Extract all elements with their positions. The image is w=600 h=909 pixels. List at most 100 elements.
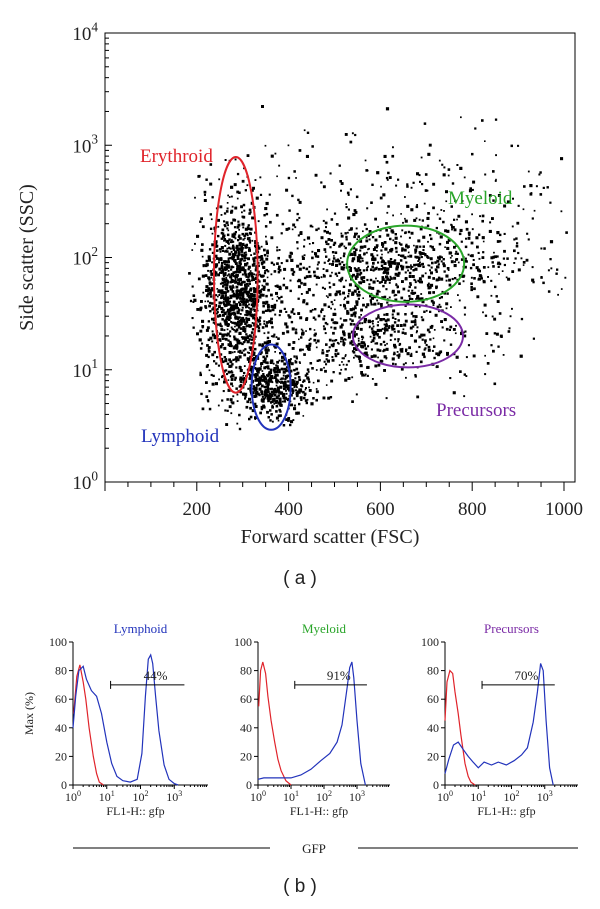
scatter-point (229, 398, 233, 402)
scatter-point (223, 334, 225, 337)
scatter-point (517, 144, 520, 147)
scatter-point (354, 315, 357, 318)
scatter-point (307, 370, 310, 373)
scatter-point (282, 392, 286, 396)
scatter-point (249, 348, 253, 351)
scatter-point (254, 416, 257, 420)
scatter-point (359, 239, 363, 243)
scatter-point (241, 336, 244, 338)
scatter-point (233, 253, 237, 257)
scatter-point (201, 319, 205, 323)
scatter-point (437, 276, 441, 279)
scatter-point (280, 295, 283, 298)
scatter-point (291, 347, 295, 350)
scatter-point (311, 145, 314, 148)
scatter-point (225, 369, 228, 372)
scatter-point (235, 338, 239, 342)
scatter-point (240, 269, 243, 272)
scatter-point (409, 254, 413, 258)
scatter-point (244, 336, 247, 339)
scatter-point (380, 185, 382, 188)
scatter-point (243, 272, 247, 275)
scatter-point (289, 404, 292, 407)
scatter-point (248, 248, 251, 252)
scatter-point (237, 252, 241, 256)
scatter-point (350, 340, 354, 343)
scatter-point (295, 394, 299, 398)
scatter-point (222, 268, 225, 271)
scatter-point (457, 214, 461, 218)
scatter-point (264, 390, 267, 394)
scatter-point (394, 363, 397, 366)
scatter-point (391, 328, 394, 331)
scatter-point (226, 409, 229, 412)
scatter-point (435, 366, 438, 369)
histogram-x-tick-label: 100 (437, 789, 453, 804)
scatter-point (278, 285, 282, 289)
scatter-point (248, 296, 250, 299)
scatter-point (513, 262, 516, 264)
scatter-point (243, 209, 246, 212)
histogram-y-tick-label: 100 (49, 635, 67, 649)
scatter-point (314, 332, 317, 336)
scatter-point (396, 351, 399, 353)
scatter-point (393, 260, 396, 263)
scatter-point (374, 330, 377, 334)
scatter-point (391, 357, 395, 361)
scatter-point (322, 325, 325, 328)
scatter-point (249, 401, 252, 404)
scatter-point (260, 374, 264, 378)
scatter-point (297, 285, 301, 289)
scatter-point (265, 380, 268, 383)
scatter-point (388, 278, 391, 282)
scatter-point (409, 283, 412, 286)
scatter-point (285, 368, 288, 371)
scatter-point (445, 302, 449, 306)
scatter-point (358, 273, 361, 276)
scatter-point (197, 277, 201, 281)
scatter-point (249, 415, 253, 419)
scatter-point (480, 277, 483, 280)
scatter-point (406, 204, 410, 208)
scatter-point (297, 391, 301, 394)
scatter-point (220, 295, 224, 299)
scatter-point (280, 382, 282, 384)
scatter-point (292, 273, 295, 276)
scatter-point (269, 220, 272, 224)
scatter-point (237, 239, 240, 242)
scatter-point (339, 257, 342, 259)
scatter-point (225, 221, 229, 225)
scatter-point (481, 236, 485, 240)
scatter-point (360, 277, 364, 281)
gate-precursors (351, 303, 465, 369)
scatter-point (237, 278, 240, 281)
scatter-point (234, 262, 238, 265)
scatter-point (239, 300, 242, 303)
scatter-point (465, 227, 469, 231)
scatter-point (331, 358, 335, 362)
scatter-point (250, 254, 252, 256)
scatter-point (240, 205, 243, 209)
scatter-point (379, 328, 383, 332)
scatter-point (252, 300, 256, 304)
scatter-point (234, 281, 237, 284)
scatter-point (257, 392, 260, 396)
scatter-point (257, 378, 260, 381)
scatter-point (244, 189, 247, 192)
scatter-point (419, 261, 421, 264)
scatter-point (326, 230, 329, 234)
scatter-point (333, 326, 337, 330)
scatter-point (363, 223, 367, 226)
scatter-point (250, 273, 253, 276)
scatter-point (284, 378, 287, 381)
scatter-point (313, 274, 317, 278)
scatter-point (262, 288, 266, 291)
scatter-point (345, 235, 348, 239)
scatter-point (308, 265, 311, 268)
scatter-point (216, 288, 219, 290)
histogram-y-axis-title: Max (%) (22, 692, 36, 735)
scatter-point (248, 417, 251, 421)
scatter-point (259, 411, 262, 415)
scatter-point (232, 284, 234, 287)
scatter-point (444, 229, 447, 233)
